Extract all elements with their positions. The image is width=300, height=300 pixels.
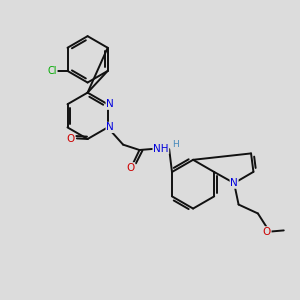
Text: NH: NH — [153, 143, 169, 154]
Text: Cl: Cl — [47, 66, 57, 76]
Text: O: O — [263, 227, 271, 237]
Text: N: N — [230, 178, 238, 188]
Text: N: N — [106, 99, 114, 109]
Text: O: O — [126, 163, 135, 173]
Text: H: H — [172, 140, 179, 149]
Text: N: N — [106, 122, 114, 132]
Text: O: O — [66, 134, 74, 144]
